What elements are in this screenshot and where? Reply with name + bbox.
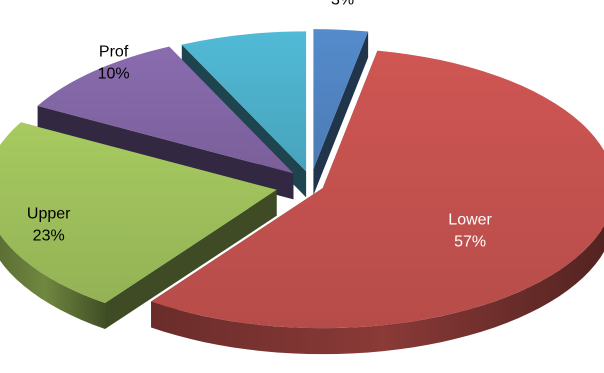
slice-name-label: Lower <box>448 211 492 228</box>
slice-graduate-top <box>181 31 307 172</box>
slice-name-label: Upper <box>27 205 71 222</box>
slice-devel-wall-end <box>313 31 369 196</box>
slice-upper-wall-start <box>105 189 277 330</box>
slice-devel-top <box>313 29 369 170</box>
slice-name-label: Prof <box>99 44 129 61</box>
slice-label-devel: Devel3% <box>331 0 354 8</box>
slice-labels: Devel3% Lower 57% Upper 23% Prof 10% Graduate7% <box>27 0 493 250</box>
slice-lower-top <box>151 50 604 329</box>
slice-label-prof: Prof 10% <box>98 44 130 83</box>
slice-label-graduate: Graduate7% <box>223 0 246 2</box>
slice-label-upper: Upper 23% <box>27 205 71 244</box>
slice-prof-wall-start <box>37 105 294 200</box>
slice-upper-rim <box>0 234 106 330</box>
slice-percent-label: 3% <box>331 0 354 8</box>
slice-percent-label: 10% <box>98 66 130 83</box>
slice-label-lower: Lower 57% <box>448 211 492 250</box>
slice-tops <box>0 29 604 329</box>
slice-lower-rim <box>151 225 604 355</box>
slice-percent-label: 23% <box>33 227 65 244</box>
slice-percent-label: 7% <box>223 0 246 2</box>
slice-upper-top <box>0 122 277 304</box>
slice-prof-top <box>37 46 294 174</box>
slice-percent-label: 57% <box>454 233 486 250</box>
